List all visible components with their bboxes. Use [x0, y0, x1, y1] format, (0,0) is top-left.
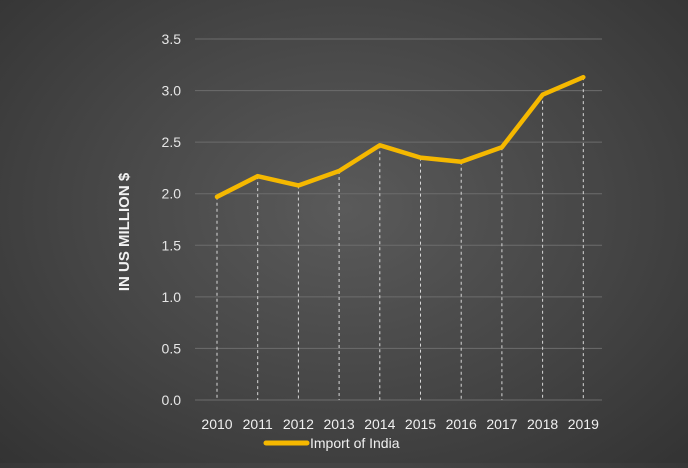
legend: Import of India	[266, 435, 400, 451]
series-line-import-of-india	[217, 77, 583, 197]
x-tick-label: 2010	[201, 416, 232, 432]
gridlines	[195, 39, 602, 400]
y-tick-label: 3.0	[162, 83, 182, 99]
y-tick-label: 2.5	[162, 134, 182, 150]
x-axis-ticks: 2010 2011 2012 2013 2014 2015 2016 2017 2018 2019	[201, 416, 599, 432]
x-tick-label: 2019	[568, 416, 599, 432]
drop-lines	[217, 77, 583, 400]
y-axis-label: IN US MILLION $	[116, 172, 133, 291]
x-tick-label: 2015	[405, 416, 436, 432]
y-tick-label: 1.5	[162, 237, 182, 253]
x-tick-label: 2013	[324, 416, 355, 432]
y-tick-label: 3.5	[162, 31, 182, 47]
y-tick-label: 2.0	[162, 186, 182, 202]
y-tick-label: 0.0	[162, 392, 182, 408]
series-group	[217, 77, 584, 197]
y-tick-label: 0.5	[162, 340, 182, 356]
x-tick-label: 2011	[243, 416, 273, 432]
x-tick-label: 2017	[486, 416, 517, 432]
x-tick-label: 2012	[283, 416, 314, 432]
y-axis-ticks: 0.0 0.5 1.0 1.5 2.0 2.5 3.0 3.5	[162, 31, 182, 408]
x-tick-label: 2016	[446, 416, 477, 432]
x-tick-label: 2014	[364, 416, 395, 432]
x-tick-label: 2018	[527, 416, 558, 432]
legend-label: Import of India	[310, 435, 400, 451]
y-tick-label: 1.0	[162, 289, 182, 305]
